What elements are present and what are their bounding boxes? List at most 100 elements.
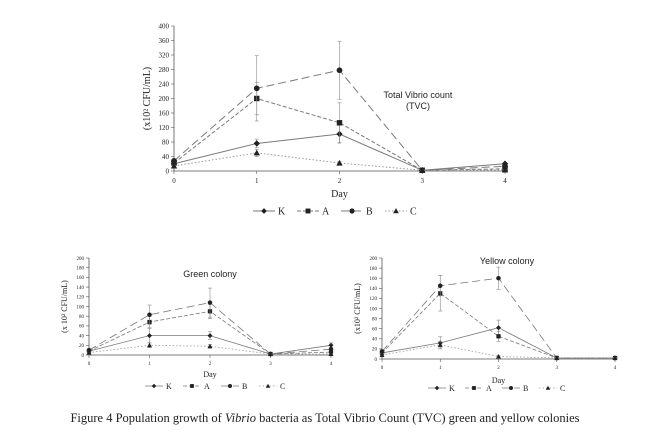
legend-label-k: K [278,207,286,218]
point-c [328,351,334,357]
x-tick-label: 0 [88,362,91,367]
point-c [170,162,178,169]
y-tick-label: 100 [77,305,85,310]
point-k [328,342,334,348]
point-b [147,312,152,317]
point-k [496,325,501,331]
legend-marker-c [265,383,271,388]
y-tick-label: 20 [372,348,378,353]
caption-italic: Vibrio [224,411,256,425]
chart-yellow-colony: 0 20 40 60 80 100 120 140 160 180 200 0 1 2 3 4 Day (x10²… [353,256,618,393]
point-c [268,351,273,357]
legend-marker-k [434,385,440,391]
y-axis-label: (x10² CFU/mL) [142,67,153,130]
x-tick-label: 2 [209,362,212,367]
point-c [86,350,92,355]
legend-marker-a [305,208,311,214]
legend-marker-a [472,386,476,390]
series-line-b [381,277,615,359]
point-k [207,333,213,339]
y-tick-label: 120 [370,297,378,302]
x-axis-label: Day [203,370,216,379]
x-tick-label: 4 [614,366,617,371]
y-tick-label: 0 [82,354,85,359]
point-c [501,166,509,173]
y-tick-label: 240 [159,80,170,88]
legend-label-a: A [486,384,492,393]
y-tick-label: 0 [166,167,170,175]
point-b [502,163,508,170]
chart-title: Green colony [183,269,237,279]
x-tick-label: 0 [381,366,384,371]
legend-label-c: C [560,384,565,393]
point-c [554,355,560,360]
y-tick-label: 80 [162,138,170,146]
point-b [328,346,334,352]
y-tick-label: 180 [77,266,85,271]
legend-marker-c [545,385,551,390]
y-tick-label: 120 [159,124,170,132]
y-tick-label: 160 [159,109,170,117]
y-tick-label: 120 [77,296,85,301]
x-axis-label: Day [492,376,505,385]
y-tick-label: 160 [370,277,378,282]
y-tick-label: 60 [372,327,378,332]
y-tick-label: 60 [79,325,85,330]
point-c [207,343,213,349]
legend-label-b: B [242,382,247,391]
x-tick-label: 4 [330,362,333,367]
point-a [496,334,501,339]
point-a [336,120,343,126]
y-tick-label: 360 [159,37,170,45]
legend-marker-k [151,383,157,389]
point-c [612,355,618,360]
legend-label-b: B [366,207,373,218]
legend-marker-b [349,208,355,214]
point-k [253,140,260,147]
x-tick-label: 1 [439,366,442,371]
caption-suffix: bacteria as Total Vibrio Count (TVC) gre… [256,411,580,425]
point-b [253,85,260,92]
chart-title: Total Vibrio count (TVC) [384,90,453,111]
point-b [207,300,213,305]
figure-caption: Figure 4 Population growth of Vibrio bac… [0,411,650,426]
y-tick-label: 140 [77,286,85,291]
y-tick-label: 400 [159,22,170,30]
point-b [379,349,385,354]
x-tick-label: 3 [269,362,272,367]
chart-title: Yellow colony [480,256,535,266]
y-tick-label: 140 [370,287,378,292]
point-c [379,352,385,357]
y-tick-label: 180 [370,267,378,272]
legend-label-a: A [322,207,330,218]
point-b [336,67,343,74]
point-b [496,275,501,281]
legend-label-a: A [204,382,210,391]
point-c [336,159,343,166]
x-tick-label: 4 [503,177,507,185]
series-line-b [88,302,332,355]
y-tick-label: 40 [372,338,378,343]
point-c [147,342,152,348]
legend-label-k: K [166,382,172,391]
legend-marker-b [227,383,233,389]
chart-total-vibrio-count: 0 40 80 120 160 200 240 280 320 360 400 0 1 2 3 4 Day (x1… [142,22,509,218]
y-tick-label: 20 [79,344,85,349]
chart-green-colony: 0 20 40 60 80 100 120 140 160 180 200 0 1 2 3 4 Day (x 10… [60,257,334,391]
x-tick-label: 2 [338,177,342,185]
x-tick-label: 0 [172,177,176,185]
legend-label-c: C [280,382,285,391]
x-axis-label: Day [331,189,348,200]
y-tick-label: 280 [159,66,170,74]
point-c [437,342,443,347]
y-tick-label: 100 [370,307,378,312]
series-line-c [381,344,615,359]
legend-marker-b [508,385,514,391]
y-tick-label: 40 [162,153,170,161]
y-tick-label: 160 [77,276,85,281]
point-b [438,283,443,289]
x-tick-label: 1 [255,177,259,185]
legend-label-b: B [523,384,528,393]
caption-prefix: Figure 4 Population growth of [70,411,225,425]
legend-marker-k [261,208,267,214]
